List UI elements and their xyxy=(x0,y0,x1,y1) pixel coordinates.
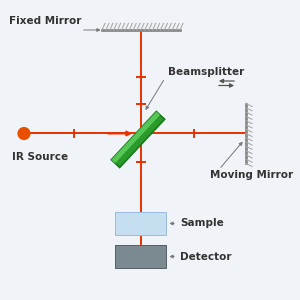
Polygon shape xyxy=(111,112,160,163)
Bar xyxy=(116,212,166,235)
Text: Beamsplitter: Beamsplitter xyxy=(168,67,244,77)
Text: Moving Mirror: Moving Mirror xyxy=(210,170,293,181)
Text: IR Source: IR Source xyxy=(12,152,68,163)
Text: Sample: Sample xyxy=(180,218,224,229)
Bar xyxy=(116,245,166,268)
Polygon shape xyxy=(111,112,165,167)
Text: Fixed Mirror: Fixed Mirror xyxy=(9,16,81,26)
Circle shape xyxy=(17,127,31,140)
Text: Detector: Detector xyxy=(180,251,232,262)
